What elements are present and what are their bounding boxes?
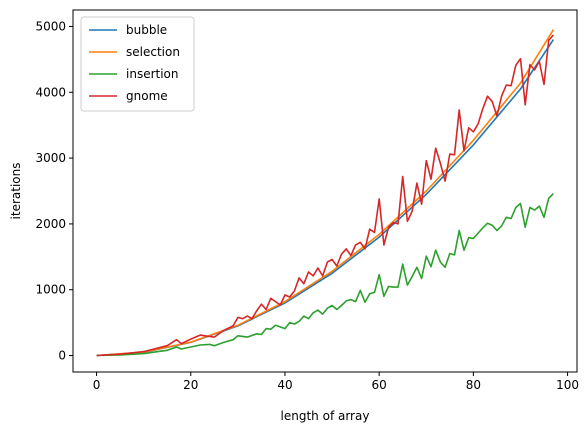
x-tick-label: 40 <box>277 378 292 392</box>
y-tick-label: 4000 <box>35 85 66 99</box>
x-axis-label: length of array <box>281 409 370 423</box>
legend-label-insertion: insertion <box>126 67 179 81</box>
x-tick-label: 60 <box>372 378 387 392</box>
series-line-selection <box>96 29 555 357</box>
y-tick-label: 3000 <box>35 151 66 165</box>
plot-frame <box>72 9 578 373</box>
x-tick-label: 20 <box>183 378 198 392</box>
legend-label-selection: selection <box>126 45 180 59</box>
legend-box <box>80 16 195 112</box>
y-tick-label: 0 <box>58 349 66 363</box>
series-lines <box>96 29 555 357</box>
y-axis-label: iterations <box>9 163 23 220</box>
y-tick-label: 2000 <box>35 217 66 231</box>
legend: bubble selection insertion gnome <box>80 16 195 112</box>
y-tick-label: 1000 <box>35 283 66 297</box>
legend-label-bubble: bubble <box>126 23 167 37</box>
y-tick-label: 5000 <box>35 19 66 33</box>
x-tick-label: 0 <box>93 378 101 392</box>
x-tick-label: 100 <box>556 378 579 392</box>
series-line-insertion <box>96 193 554 357</box>
series-line-gnome <box>96 34 554 357</box>
x-tick-label: 80 <box>466 378 481 392</box>
legend-label-gnome: gnome <box>126 89 168 103</box>
